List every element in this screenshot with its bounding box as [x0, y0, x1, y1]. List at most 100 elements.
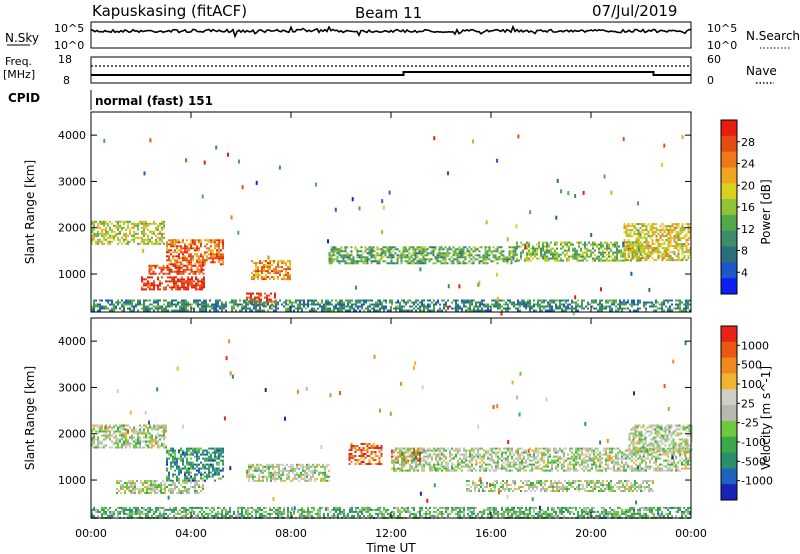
- heatmap-cell-r4: [350, 447, 353, 449]
- sparse-echo: [574, 194, 577, 198]
- heatmap-cell-r2: [184, 467, 186, 470]
- heatmap-cell-r3: [296, 471, 298, 474]
- heatmap-cell-r8: [635, 239, 638, 242]
- heatmap-cell-r7: [526, 255, 528, 258]
- heatmap-cell-r6: [419, 449, 421, 452]
- heatmap-cell-r6: [411, 457, 413, 460]
- heatmap-cell-r2: [180, 467, 182, 470]
- heatmap-cell-r3: [222, 247, 224, 250]
- heatmap-cell-r3: [220, 263, 222, 266]
- heatmap-cell-r6: [479, 455, 481, 458]
- heatmap-cell-r4: [368, 443, 371, 445]
- heatmap-cell-r5: [257, 262, 259, 265]
- heatmap-cell-r0: [143, 232, 145, 235]
- heatmap-cell-r9: [599, 303, 601, 306]
- heatmap-cell-r9: [549, 299, 551, 302]
- heatmap-cell-r0: [163, 232, 165, 235]
- freq-left-tick-bottom: 8: [63, 74, 70, 87]
- heatmap-cell-r8: [669, 257, 672, 260]
- heatmap-cell-r9: [609, 305, 611, 308]
- heatmap-cell-r0: [115, 446, 117, 449]
- heatmap-cell-r5: [287, 260, 289, 263]
- heatmap-cell-r9: [335, 307, 337, 310]
- heatmap-cell-r0: [95, 430, 97, 433]
- heatmap-cell-r8: [673, 259, 676, 262]
- heatmap-cell-r3: [206, 243, 208, 246]
- heatmap-cell-r7: [546, 247, 548, 250]
- heatmap-cell-r3: [200, 239, 202, 242]
- heatmap-cell-r9: [341, 303, 343, 306]
- heatmap-cell-r8: [641, 223, 644, 226]
- heatmap-cell-r9: [363, 299, 365, 302]
- heatmap-cell-r9: [335, 299, 337, 302]
- heatmap-cell-r2: [216, 455, 218, 458]
- heatmap-cell-r3: [312, 469, 314, 472]
- heatmap-cell-r7: [568, 259, 570, 262]
- heatmap-cell-r3: [284, 469, 286, 472]
- heatmap-cell-r6: [422, 256, 425, 259]
- heatmap-cell-r8: [681, 223, 684, 226]
- heatmap-cell-r6: [435, 457, 437, 460]
- heatmap-cell-r2: [220, 459, 222, 462]
- heatmap-cell-r6: [404, 246, 407, 249]
- heatmap-cell-r6: [480, 260, 483, 263]
- heatmap-cell-r6: [424, 262, 427, 265]
- heatmap-cell-r7: [602, 249, 604, 252]
- heatmap-cell-r2: [214, 449, 216, 452]
- heatmap-cell-r2: [192, 463, 194, 466]
- heatmap-cell-r3: [302, 467, 304, 470]
- heatmap-cell-r9: [581, 307, 583, 310]
- heatmap-cell-r9: [159, 305, 161, 308]
- heatmap-cell-r3: [178, 249, 180, 252]
- heatmap-cell-r1: [187, 276, 189, 279]
- heatmap-cell-r0: [139, 444, 141, 447]
- heatmap-cell-r8: [637, 243, 640, 246]
- heatmap-cell-r9: [315, 303, 317, 306]
- heatmap-cell-r6: [332, 258, 335, 261]
- heatmap-cell-r9: [125, 299, 127, 302]
- heatmap-cell-r0: [135, 224, 137, 227]
- heatmap-cell-r1: [172, 482, 174, 484]
- heatmap-cell-r8: [649, 237, 652, 240]
- heatmap-cell-r6: [360, 256, 363, 259]
- heatmap-cell-r0: [159, 242, 161, 245]
- heatmap-cell-r3: [190, 263, 192, 266]
- heatmap-cell-r0: [95, 424, 97, 427]
- heatmap-cell-r0: [113, 424, 115, 427]
- heatmap-cell-r2: [166, 268, 169, 271]
- heatmap-cell-r3: [180, 263, 182, 266]
- heatmap-cell-r2: [184, 475, 186, 478]
- heatmap-cell-r2: [170, 465, 172, 468]
- heatmap-cell-r9: [631, 301, 633, 304]
- heatmap-cell-r6: [465, 451, 467, 454]
- heatmap-cell-r9: [521, 303, 523, 306]
- heatmap-cell-r3: [210, 261, 212, 264]
- heatmap-cell-r9: [271, 307, 273, 310]
- heatmap-cell-r0: [137, 232, 139, 235]
- heatmap-cell-r7: [560, 243, 562, 246]
- sparse-echo: [582, 190, 585, 195]
- heatmap-cell-r6: [417, 463, 419, 466]
- heatmap-cell-r5: [415, 455, 417, 458]
- heatmap-cell-r0: [145, 242, 147, 245]
- sparse-echo: [382, 205, 385, 210]
- heatmap-cell-r7: [618, 259, 620, 262]
- heatmap-cell-r6: [404, 260, 407, 263]
- heatmap-cell-r8: [637, 233, 640, 236]
- heatmap-cell-r8: [643, 233, 646, 236]
- heatmap-cell-r6: [412, 262, 415, 265]
- heatmap-cell-r6: [408, 252, 411, 255]
- heatmap-cell-r9: [93, 307, 95, 310]
- heatmap-cell-r6: [456, 256, 459, 259]
- heatmap-cell-r6: [472, 256, 475, 259]
- heatmap-cell-r7: [614, 251, 616, 254]
- heatmap-cell-r9: [477, 307, 479, 310]
- heatmap-cell-r0: [121, 220, 123, 223]
- heatmap-cell-r9: [253, 305, 255, 308]
- heatmap-cell-r9: [467, 307, 469, 310]
- heatmap-cell-r1: [202, 484, 204, 486]
- heatmap-cell-r8: [629, 243, 632, 246]
- heatmap-cell-r9: [237, 305, 239, 308]
- heatmap-cell-r6: [506, 260, 509, 263]
- heatmap-cell-r2: [182, 264, 185, 267]
